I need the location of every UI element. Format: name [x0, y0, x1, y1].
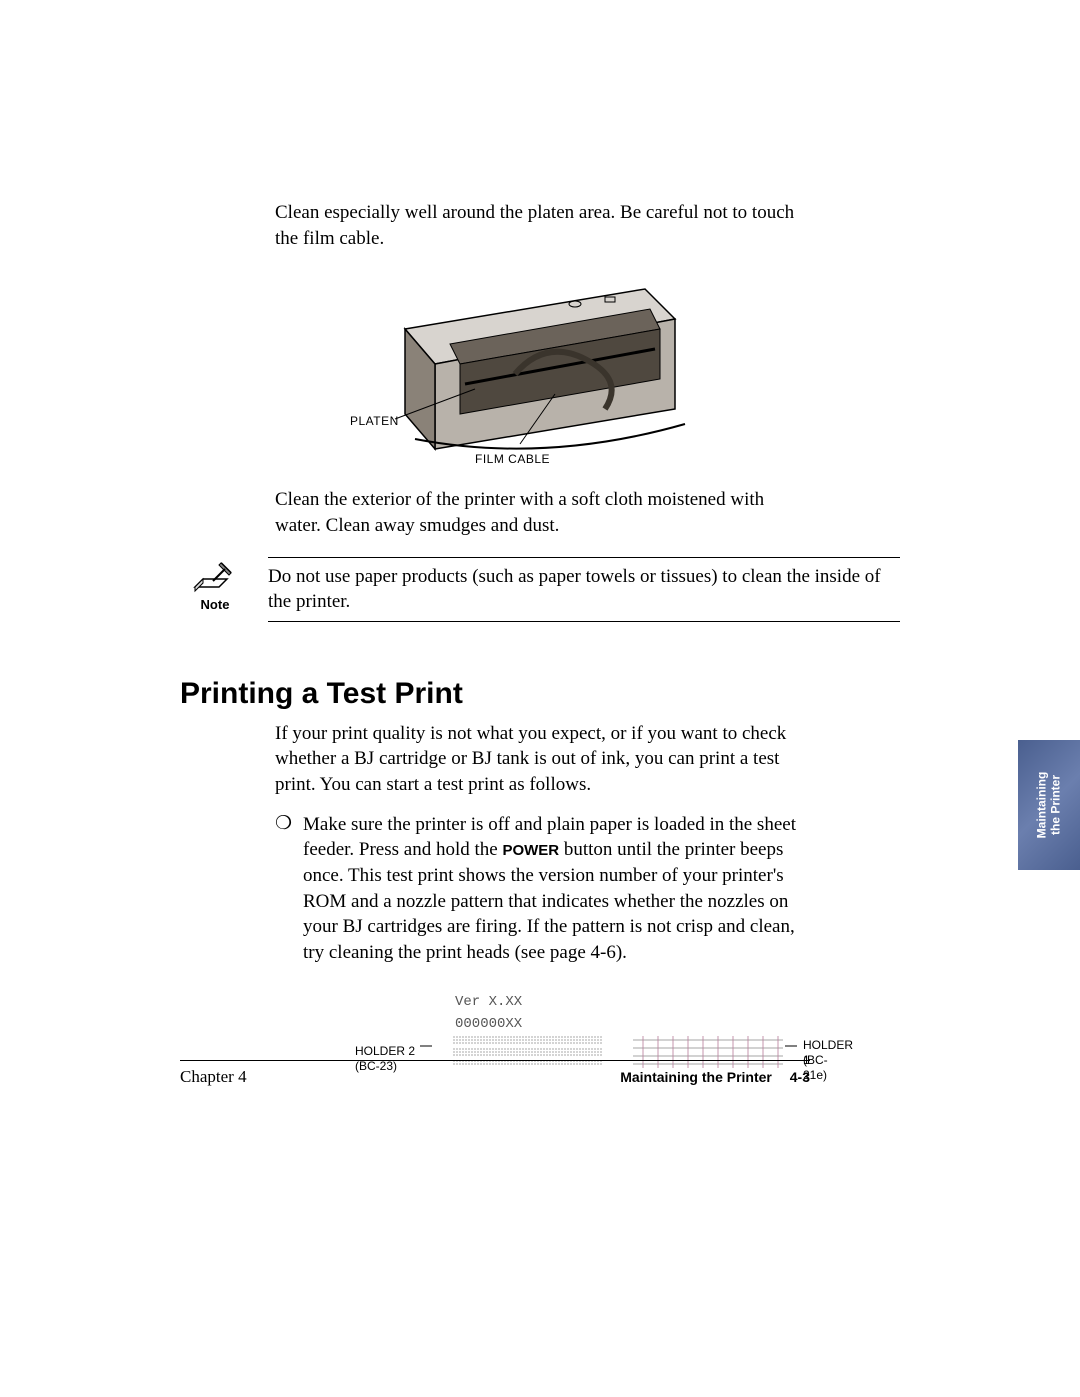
- note-block: Note Do not use paper products (such as …: [180, 557, 900, 622]
- serial-text: 000000XX: [455, 1016, 522, 1032]
- filmcable-label: FILM CABLE: [475, 452, 550, 466]
- bullet-item: ❍ Make sure the printer is off and plain…: [275, 812, 815, 966]
- note-icon: [191, 557, 239, 593]
- paragraph-platen-warning: Clean especially well around the platen …: [275, 200, 795, 251]
- printer-illustration: [365, 269, 695, 459]
- paragraph-exterior-clean: Clean the exterior of the printer with a…: [275, 487, 795, 538]
- footer-title: Maintaining the Printer: [620, 1069, 772, 1085]
- bullet-text: Make sure the printer is off and plain p…: [303, 812, 815, 966]
- footer-right: Maintaining the Printer 4-3: [620, 1069, 810, 1085]
- note-text: Do not use paper products (such as paper…: [268, 564, 900, 615]
- section-heading: Printing a Test Print: [180, 677, 900, 711]
- holder2-label: HOLDER 2: [355, 1044, 415, 1060]
- bullet-marker: ❍: [275, 812, 303, 966]
- printer-diagram: PLATEN FILM CABLE: [275, 269, 795, 469]
- paragraph-testprint-intro: If your print quality is not what you ex…: [275, 721, 795, 798]
- note-text-column: Do not use paper products (such as paper…: [268, 557, 900, 622]
- note-label: Note: [180, 597, 250, 612]
- version-text: Ver X.XX: [455, 994, 522, 1010]
- footer-page: 4-3: [790, 1069, 810, 1085]
- page-content: Clean especially well around the platen …: [180, 200, 900, 1084]
- platen-label: PLATEN: [350, 414, 399, 428]
- page-footer: Chapter 4 Maintaining the Printer 4-3: [180, 1060, 810, 1087]
- power-button-label: POWER: [502, 842, 559, 859]
- section-tab: Maintaining the Printer: [1018, 740, 1080, 870]
- note-icon-column: Note: [180, 557, 250, 612]
- holder2-line: [420, 1042, 432, 1050]
- section-tab-text: Maintaining the Printer: [1035, 772, 1064, 839]
- footer-chapter: Chapter 4: [180, 1067, 247, 1087]
- holder1-line: [785, 1042, 797, 1050]
